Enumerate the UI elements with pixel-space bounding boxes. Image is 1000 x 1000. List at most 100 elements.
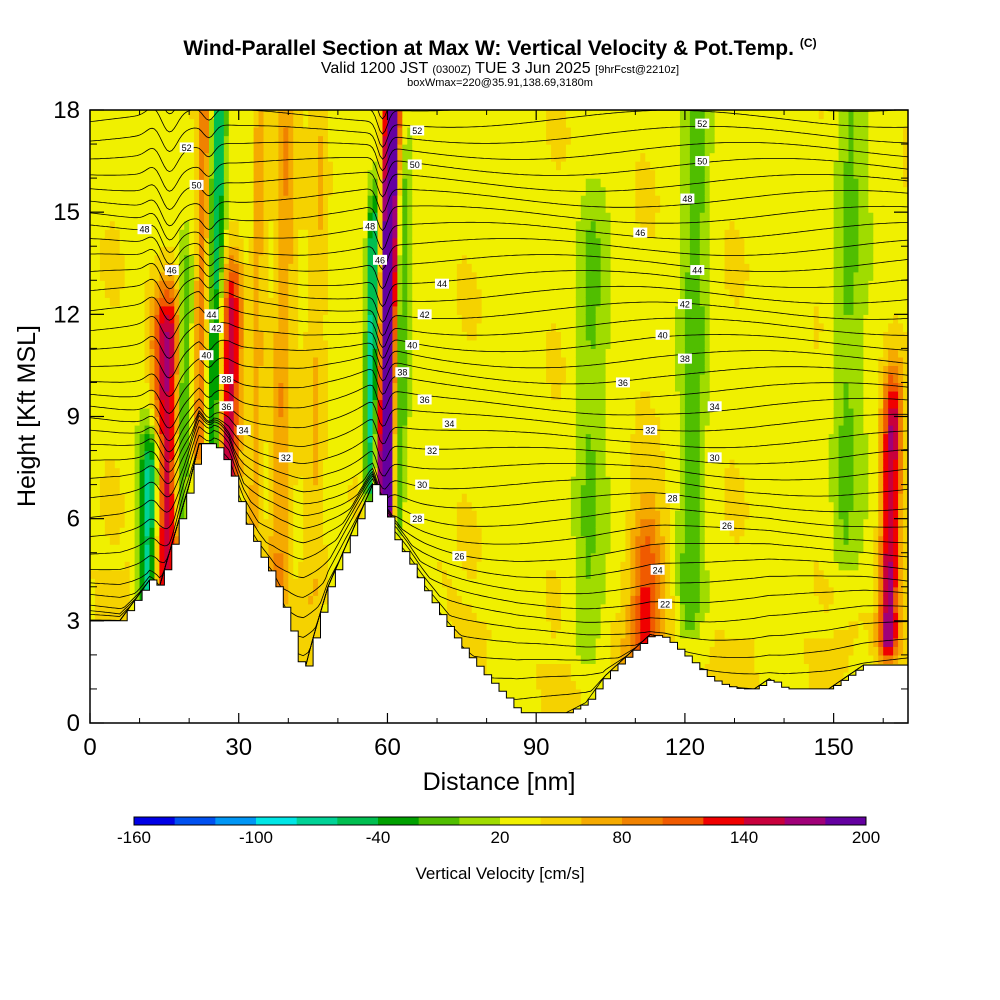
w-cell (104, 518, 111, 528)
w-cell (149, 110, 156, 120)
w-cell (159, 578, 165, 588)
w-cell (357, 297, 364, 307)
w-cell (189, 322, 195, 332)
w-cell (124, 263, 131, 273)
w-cell (347, 527, 354, 537)
w-cell (119, 178, 126, 188)
w-cell (337, 484, 344, 494)
w-cell (327, 178, 334, 188)
w-cell (347, 484, 354, 494)
w-cell (223, 203, 230, 213)
w-cell (372, 135, 379, 145)
w-cell (308, 484, 314, 494)
w-cell (372, 322, 379, 332)
w-cell (144, 527, 151, 537)
w-cell (308, 459, 314, 469)
w-cell (372, 152, 379, 162)
w-cell (184, 314, 190, 324)
w-cell (169, 493, 175, 503)
w-cell (144, 467, 151, 477)
w-cell (347, 442, 354, 452)
w-cell (318, 425, 324, 435)
w-cell (308, 127, 314, 137)
w-cell (204, 254, 210, 264)
w-cell (427, 152, 433, 162)
w-cell (184, 246, 190, 256)
w-cell (397, 305, 403, 315)
w-cell (342, 314, 349, 324)
w-cell (184, 161, 190, 171)
w-cell (263, 288, 270, 298)
w-cell (347, 288, 354, 298)
w-cell (298, 152, 304, 162)
w-cell (99, 280, 106, 290)
w-cell (199, 373, 205, 384)
w-cell (382, 246, 389, 256)
w-cell (407, 544, 413, 554)
w-cell (159, 297, 165, 307)
w-cell (248, 297, 255, 307)
w-cell (278, 544, 284, 554)
w-cell (308, 348, 314, 358)
w-cell (283, 348, 289, 358)
w-cell (412, 246, 418, 256)
w-cell (104, 595, 111, 605)
w-cell (308, 280, 314, 290)
w-cell (119, 442, 126, 452)
w-cell (129, 356, 136, 367)
w-cell (298, 118, 304, 128)
w-cell (268, 152, 275, 162)
w-cell (427, 203, 433, 213)
w-cell (204, 433, 210, 443)
w-cell (199, 365, 205, 375)
w-cell (283, 467, 289, 477)
w-cell (114, 399, 121, 409)
w-cell (377, 186, 384, 196)
w-cell (357, 399, 364, 409)
w-cell (154, 203, 161, 213)
w-cell (139, 433, 146, 443)
w-cell (342, 118, 349, 128)
w-cell (169, 527, 175, 537)
w-cell (149, 501, 156, 511)
w-cell (298, 373, 304, 384)
w-cell (387, 467, 394, 477)
w-cell (278, 390, 284, 401)
w-cell (164, 399, 170, 409)
w-cell (283, 433, 289, 443)
w-cell (119, 390, 126, 401)
w-cell (124, 314, 131, 324)
w-cell (238, 493, 245, 503)
w-cell (337, 382, 344, 392)
w-cell (94, 535, 101, 545)
w-cell (253, 407, 260, 418)
w-cell (332, 144, 339, 154)
w-cell (412, 331, 418, 341)
w-cell (323, 161, 329, 171)
w-cell (99, 603, 106, 613)
w-cell (422, 110, 428, 120)
w-cell (139, 169, 146, 179)
w-cell (243, 390, 250, 401)
w-cell (298, 135, 304, 145)
w-cell (134, 229, 141, 239)
w-cell (218, 212, 225, 222)
w-cell (397, 135, 403, 145)
w-cell (323, 501, 329, 511)
w-cell (129, 586, 136, 596)
w-cell (407, 212, 413, 222)
w-cell (332, 186, 339, 196)
w-cell (174, 527, 180, 537)
w-cell (204, 127, 210, 137)
w-cell (253, 476, 260, 486)
w-cell (134, 161, 141, 171)
w-cell (258, 263, 265, 273)
w-cell (149, 416, 156, 426)
w-cell (109, 152, 116, 162)
w-cell (149, 535, 156, 545)
w-cell (179, 314, 185, 324)
w-cell (104, 416, 111, 426)
w-cell (174, 373, 180, 384)
w-cell (308, 586, 314, 596)
w-cell (392, 305, 398, 315)
